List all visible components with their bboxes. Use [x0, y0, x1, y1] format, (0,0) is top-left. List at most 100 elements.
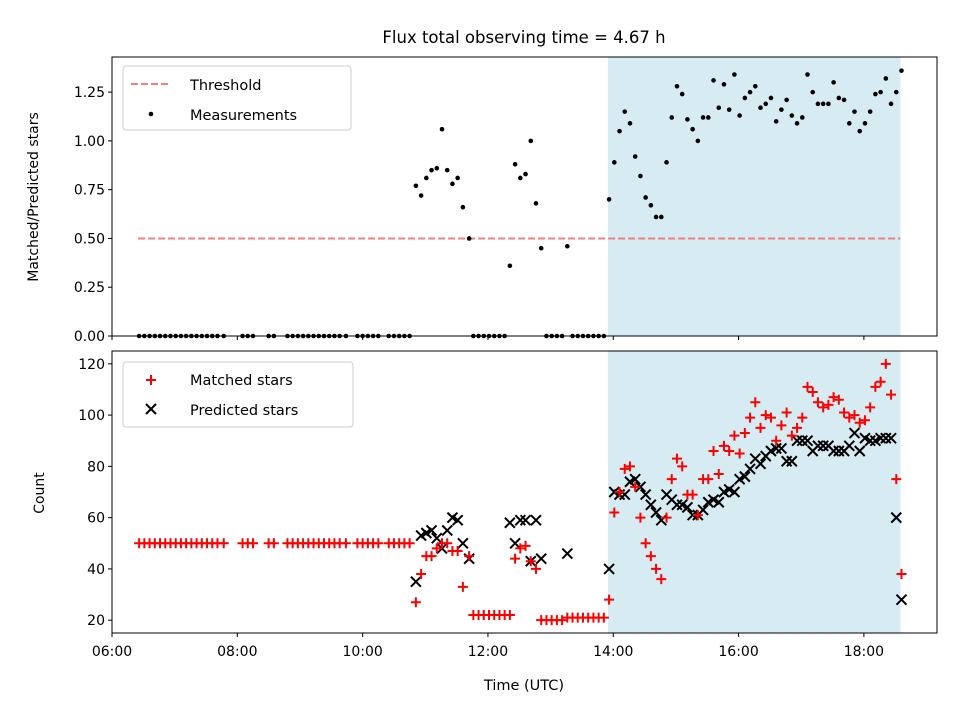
- predicted-star-point: [728, 486, 741, 498]
- matched-star-point: [703, 474, 714, 485]
- x-tick-label: 06:00: [92, 644, 132, 660]
- measurement-point: [857, 128, 863, 134]
- bottom-y-ticks: 20 40 60 80 100 120: [78, 357, 112, 629]
- matched-star-point: [739, 428, 750, 439]
- matched-star-point: [557, 615, 568, 626]
- measurement-point: [805, 72, 810, 77]
- predicted-star-point: [629, 473, 641, 485]
- matched-star-point: [604, 594, 615, 605]
- measurement-point: [460, 204, 466, 210]
- matched-star-point: [614, 487, 625, 497]
- predicted-star-point: [530, 514, 542, 526]
- matched-star-point: [729, 430, 740, 441]
- measurement-point: [737, 113, 742, 118]
- matched-star-point: [718, 440, 729, 451]
- measurement-point: [434, 165, 440, 171]
- measurement-point: [424, 175, 429, 181]
- matched-star-point: [844, 412, 855, 423]
- matched-star-point: [750, 397, 761, 408]
- bottom-x-ticks: 06:00 08:00 10:00 12:00 14:00 16:00 18:00: [92, 633, 884, 660]
- predicted-star-point: [843, 440, 855, 452]
- matched-star-point: [373, 538, 384, 549]
- matched-star-point: [823, 399, 834, 410]
- top-legend-box: [122, 65, 352, 131]
- measurement-point: [695, 138, 701, 144]
- matched-star-point: [713, 469, 724, 480]
- matched-star-point: [781, 407, 792, 418]
- measurement-point: [773, 119, 779, 124]
- predicted-star-point: [786, 455, 798, 467]
- measurement-point: [523, 171, 528, 177]
- matched-star-point: [792, 422, 803, 433]
- predicted-star-point: [780, 455, 793, 467]
- measurement-point: [659, 214, 664, 220]
- legend-predicted-label: Predicted stars: [190, 403, 298, 419]
- matched-star-point: [849, 410, 860, 421]
- matched-star-point: [247, 538, 258, 549]
- measurement-point: [758, 105, 763, 111]
- predicted-star-point: [770, 442, 782, 455]
- measurement-point: [538, 245, 544, 251]
- x-tick-label: 18:00: [844, 644, 884, 660]
- measurement-point: [653, 214, 659, 220]
- bottom-y-tick-label: 60: [87, 511, 105, 527]
- matched-star-point: [624, 461, 635, 472]
- predicted-star-point: [639, 488, 652, 501]
- top-y-tick-label: 1.25: [74, 85, 105, 101]
- matched-star-point: [865, 402, 876, 413]
- matched-star-point: [765, 412, 776, 423]
- matched-star-point: [609, 507, 620, 518]
- measurement-point: [632, 154, 638, 159]
- measurement-point: [846, 121, 852, 126]
- matched-star-point: [661, 512, 672, 523]
- matched-star-point: [520, 540, 531, 551]
- matched-star-point: [426, 551, 437, 562]
- measurement-point: [418, 193, 424, 198]
- predicted-star-point: [441, 524, 453, 537]
- predicted-star-point: [812, 440, 824, 452]
- measurement-point: [831, 80, 836, 85]
- bottom-frame: [111, 350, 938, 634]
- matched-star-point: [724, 445, 735, 456]
- predicted-star-point: [509, 537, 521, 549]
- measurement-point: [841, 97, 847, 103]
- matched-stars-points: [134, 358, 907, 626]
- x-tick-label: 14:00: [593, 644, 633, 660]
- measurement-point: [413, 183, 419, 189]
- matched-star-point: [452, 545, 463, 556]
- matched-star-point: [442, 538, 453, 549]
- predicted-star-point: [817, 440, 829, 452]
- matched-star-point: [651, 563, 662, 574]
- predicted-star-point: [425, 524, 438, 537]
- measurement-point: [648, 202, 654, 208]
- measurement-point: [794, 121, 800, 126]
- matched-star-point: [515, 543, 526, 554]
- measurement-point: [862, 121, 868, 126]
- predicted-star-point: [854, 445, 866, 457]
- measurement-point: [789, 113, 795, 118]
- measurement-point: [742, 95, 748, 101]
- matched-star-point: [896, 569, 907, 580]
- measurement-point: [779, 107, 784, 112]
- matched-star-point: [619, 463, 630, 474]
- legend-matched-label: Matched stars: [190, 373, 293, 389]
- matched-star-point: [530, 563, 541, 574]
- measurement-point: [826, 101, 831, 107]
- measurement-point: [533, 201, 539, 206]
- matched-star-point: [692, 510, 703, 521]
- measurement-point: [883, 76, 889, 81]
- matched-star-point: [510, 553, 521, 564]
- top-legend: Threshold Measurements: [122, 65, 352, 131]
- measurement-point: [732, 72, 737, 77]
- top-y-tick-label: 0.75: [74, 183, 105, 199]
- predicted-star-point: [754, 458, 767, 470]
- predicted-star-point: [671, 499, 683, 511]
- measurement-point: [763, 101, 769, 107]
- matched-star-point: [656, 574, 667, 585]
- predicted-star-point: [791, 435, 803, 447]
- bottom-shaded-span: [608, 351, 901, 633]
- measurement-point: [664, 160, 669, 165]
- predicted-star-point: [634, 481, 647, 493]
- predicted-star-point: [681, 501, 694, 514]
- predicted-star-point: [457, 537, 469, 549]
